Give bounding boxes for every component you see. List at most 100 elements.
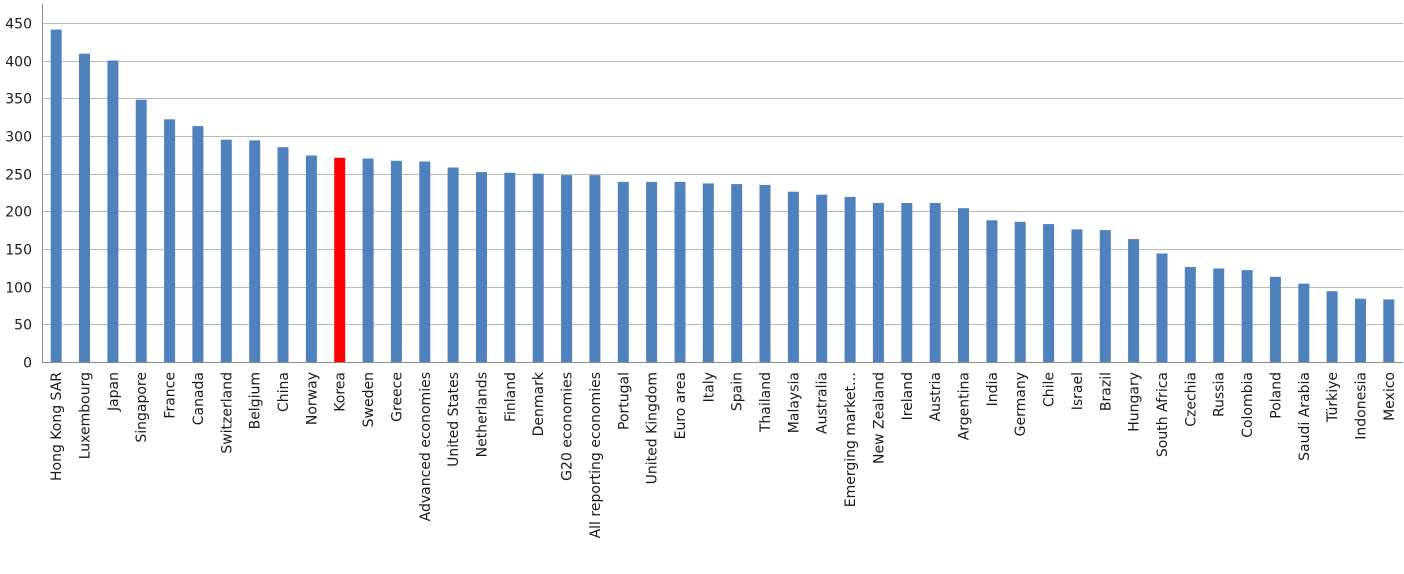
x-tick-label: India xyxy=(985,372,1001,406)
bar xyxy=(1156,253,1168,362)
bar xyxy=(220,139,232,362)
x-tick-label: Finland xyxy=(503,372,519,422)
bar xyxy=(1269,276,1281,362)
y-tick-label: 250 xyxy=(5,168,32,184)
bar xyxy=(759,184,771,362)
bar-highlight xyxy=(334,157,346,362)
x-tick-label: Türkiye xyxy=(1325,372,1341,423)
bar xyxy=(362,158,374,362)
bar xyxy=(731,184,743,362)
bar xyxy=(79,53,90,362)
x-tick-label: Norway xyxy=(304,372,320,425)
y-tick-label: 300 xyxy=(5,130,32,146)
x-tick-label: Russia xyxy=(1212,372,1228,417)
bar xyxy=(1128,239,1140,362)
x-tick-label: Canada xyxy=(191,372,207,425)
y-tick-label: 400 xyxy=(5,55,32,71)
bar xyxy=(50,29,62,362)
x-tick-label: Hong Kong SAR xyxy=(49,372,65,481)
y-tick-label: 100 xyxy=(5,281,32,297)
bar xyxy=(447,167,459,362)
bar xyxy=(135,99,147,362)
bar xyxy=(1071,229,1083,362)
x-tick-label: Brazil xyxy=(1098,372,1114,411)
bar xyxy=(986,220,998,362)
x-tick-label: China xyxy=(276,372,292,412)
bar xyxy=(1014,221,1026,362)
bar xyxy=(1326,291,1338,362)
x-tick-label: Sweden xyxy=(361,372,377,427)
x-tick-label: Belgium xyxy=(248,372,264,429)
bar xyxy=(617,181,629,362)
x-tick-label: Italy xyxy=(701,372,717,402)
x-tick-label: Poland xyxy=(1268,372,1284,419)
x-tick-label: Austria xyxy=(928,372,944,421)
x-tick-label: Greece xyxy=(389,372,405,422)
x-tick-label: Euro area xyxy=(673,372,689,439)
bar xyxy=(787,191,799,362)
bar xyxy=(476,172,487,362)
y-axis-ticks: 0 50 100 150 200 250 300 350 400 450 xyxy=(5,17,32,372)
x-tick-label: Israel xyxy=(1070,372,1086,410)
bar xyxy=(305,155,317,362)
x-tick-label: Advanced economies xyxy=(418,372,434,521)
x-tick-label: Luxembourg xyxy=(78,372,94,459)
x-tick-label: Australia xyxy=(815,372,831,434)
x-tick-label: Czechia xyxy=(1183,372,1199,427)
bar xyxy=(901,203,913,362)
bar xyxy=(532,173,544,362)
y-tick-label: 200 xyxy=(5,205,32,221)
bar xyxy=(1241,270,1253,362)
x-tick-label: Saudi Arabia xyxy=(1297,372,1313,461)
x-tick-label: Thailand xyxy=(758,372,774,433)
y-tick-label: 50 xyxy=(14,318,32,334)
x-tick-label: Germany xyxy=(1013,372,1029,436)
x-tick-label: G20 economies xyxy=(560,372,576,481)
x-tick-label: Emerging market… xyxy=(843,372,859,507)
bar xyxy=(844,196,856,362)
x-tick-label: Ireland xyxy=(900,372,916,420)
bar xyxy=(107,60,119,362)
bar xyxy=(929,203,941,362)
x-tick-label: Mexico xyxy=(1382,372,1398,421)
x-tick-label: South Africa xyxy=(1155,372,1171,457)
bar xyxy=(164,119,176,362)
x-tick-label: France xyxy=(163,372,179,419)
y-tick-label: 0 xyxy=(23,356,32,372)
gridlines xyxy=(42,23,1403,325)
axes xyxy=(42,4,1403,363)
bar xyxy=(589,175,601,362)
x-tick-label: Indonesia xyxy=(1353,372,1369,440)
x-tick-label: Singapore xyxy=(134,372,150,443)
x-tick-label: Denmark xyxy=(531,371,547,436)
x-tick-label: United Kingdom xyxy=(645,372,661,484)
bar xyxy=(872,203,884,362)
x-tick-label: Colombia xyxy=(1240,372,1256,438)
x-tick-label: United States xyxy=(446,372,462,467)
bars xyxy=(50,29,1395,362)
bar xyxy=(249,140,261,362)
bar xyxy=(674,181,686,362)
y-tick-label: 450 xyxy=(5,17,32,33)
x-axis-ticks: Hong Kong SAR Luxembourg Japan Singapore Fra… xyxy=(49,371,1398,538)
x-tick-label: Portugal xyxy=(616,372,632,430)
x-tick-label: Argentina xyxy=(957,372,973,440)
bar xyxy=(646,181,658,362)
x-tick-label: Japan xyxy=(106,372,122,412)
x-tick-label: Malaysia xyxy=(786,372,802,433)
x-tick-label: Hungary xyxy=(1127,372,1143,432)
bar xyxy=(561,175,573,362)
bar xyxy=(816,194,828,362)
bar xyxy=(702,183,714,362)
bar xyxy=(1043,224,1055,362)
bar xyxy=(419,161,431,362)
x-tick-label: Spain xyxy=(730,372,746,411)
bar xyxy=(1298,283,1310,362)
x-tick-label: New Zealand xyxy=(871,372,887,464)
x-tick-label: Netherlands xyxy=(474,372,490,457)
bar xyxy=(1184,267,1196,362)
bar xyxy=(1383,299,1395,362)
bar xyxy=(1355,298,1366,362)
x-tick-label: Korea xyxy=(333,372,349,412)
